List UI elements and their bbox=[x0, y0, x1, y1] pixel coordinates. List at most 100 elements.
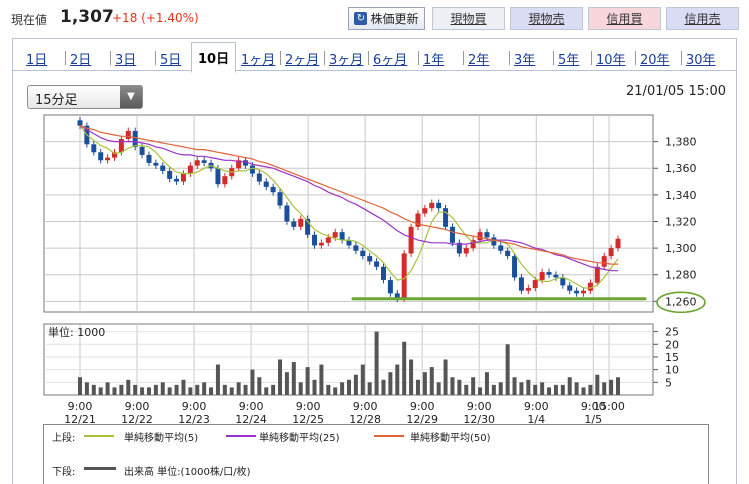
volume-bar bbox=[312, 379, 317, 395]
volume-bar bbox=[519, 382, 524, 395]
tab-7[interactable]: 3ヶ月 bbox=[329, 53, 364, 68]
candle-body bbox=[284, 205, 290, 222]
volume-bar bbox=[464, 384, 469, 395]
tab-6[interactable]: 2ヶ月 bbox=[285, 53, 320, 68]
candle-body bbox=[125, 130, 131, 139]
cash-buy-button[interactable]: 現物買 bbox=[432, 7, 505, 30]
tab-separator bbox=[65, 51, 66, 65]
volume-bar bbox=[367, 382, 372, 395]
chart-legend: 上段: 単純移動平均(5) 単純移動平均(25) 単純移動平均(50) 下段: … bbox=[43, 424, 709, 484]
volume-bar bbox=[422, 372, 427, 395]
volume-bar bbox=[609, 379, 614, 395]
tab-14[interactable]: 20年 bbox=[640, 53, 670, 68]
volume-bar bbox=[133, 384, 138, 395]
volume-bar bbox=[284, 372, 289, 395]
volume-bar bbox=[553, 384, 558, 395]
volume-bar bbox=[395, 364, 400, 395]
volume-bar bbox=[491, 384, 496, 395]
volume-y-label: 25 bbox=[665, 326, 679, 339]
volume-bar bbox=[243, 384, 248, 395]
volume-bar bbox=[381, 379, 386, 395]
legend-volume-swatch bbox=[84, 467, 116, 470]
candle-body bbox=[374, 261, 380, 267]
x-tick-date: 12/29 bbox=[406, 413, 438, 426]
tab-2[interactable]: 3日 bbox=[115, 53, 137, 68]
candle-body bbox=[339, 232, 345, 241]
volume-bar bbox=[581, 387, 586, 395]
legend-ma50: 単純移動平均(50) bbox=[410, 433, 491, 444]
price-y-label: 1,360 bbox=[665, 162, 697, 175]
volume-bar bbox=[160, 382, 165, 395]
x-tick-time: 15:00 bbox=[593, 400, 625, 413]
candle-body bbox=[318, 242, 324, 246]
tab-8[interactable]: 6ヶ月 bbox=[373, 53, 408, 68]
tab-0[interactable]: 1日 bbox=[26, 53, 48, 68]
x-tick-time: 9:00 bbox=[68, 400, 93, 413]
candle-body bbox=[153, 162, 159, 166]
volume-bar bbox=[574, 382, 579, 395]
margin-sell-button[interactable]: 信用売 bbox=[666, 7, 739, 30]
tab-separator bbox=[509, 51, 510, 65]
x-tick-time: 9:00 bbox=[182, 400, 207, 413]
volume-bar bbox=[353, 374, 358, 395]
tab-4[interactable]: 10日 bbox=[191, 42, 237, 73]
tab-13[interactable]: 10年 bbox=[596, 53, 626, 68]
tab-15[interactable]: 30年 bbox=[686, 53, 716, 68]
tab-11[interactable]: 3年 bbox=[514, 53, 536, 68]
volume-bar bbox=[505, 344, 510, 395]
candle-body bbox=[587, 282, 593, 291]
candle-body bbox=[325, 237, 331, 243]
volume-bar bbox=[181, 379, 186, 395]
tab-12[interactable]: 5年 bbox=[558, 53, 580, 68]
candle-body bbox=[77, 120, 83, 126]
cash-sell-button[interactable]: 現物売 bbox=[510, 7, 583, 30]
volume-bar bbox=[436, 382, 441, 395]
tab-5[interactable]: 1ヶ月 bbox=[241, 53, 276, 68]
x-tick-date: 1/4 bbox=[527, 413, 545, 426]
candle-body bbox=[256, 173, 262, 182]
volume-bar bbox=[388, 372, 393, 395]
candle-body bbox=[263, 181, 269, 187]
tab-9[interactable]: 1年 bbox=[423, 53, 445, 68]
volume-bar bbox=[188, 387, 193, 395]
volume-bar bbox=[360, 364, 365, 395]
volume-bar bbox=[526, 379, 531, 395]
volume-y-label: 15 bbox=[665, 351, 679, 364]
margin-buy-button[interactable]: 信用買 bbox=[588, 7, 661, 30]
volume-bar bbox=[347, 379, 351, 395]
ma-line-2 bbox=[79, 125, 618, 265]
legend-upper-label: 上段: bbox=[52, 433, 76, 444]
current-price-label: 現在値 bbox=[11, 13, 48, 27]
candle-body bbox=[436, 202, 442, 209]
tab-3[interactable]: 5日 bbox=[160, 53, 182, 68]
x-tick-date: 12/24 bbox=[235, 413, 267, 426]
tab-10[interactable]: 2年 bbox=[468, 53, 490, 68]
tab-1[interactable]: 2日 bbox=[70, 53, 92, 68]
volume-bar bbox=[415, 379, 420, 395]
volume-bar bbox=[112, 387, 117, 395]
volume-bar bbox=[195, 384, 200, 395]
candle-body bbox=[512, 256, 518, 278]
candle-body bbox=[146, 154, 152, 163]
volume-bar bbox=[588, 384, 593, 395]
volume-bar bbox=[560, 384, 565, 395]
volume-y-label: 10 bbox=[665, 364, 679, 377]
volume-bar bbox=[222, 384, 227, 395]
interval-select[interactable]: 15分足 ▼ bbox=[27, 85, 143, 109]
volume-bar bbox=[319, 364, 324, 395]
candle-body bbox=[332, 232, 338, 238]
candle-body bbox=[222, 176, 228, 185]
candle-body bbox=[422, 208, 428, 214]
volume-bar bbox=[257, 377, 262, 395]
x-tick-time: 9:00 bbox=[353, 400, 378, 413]
volume-bar bbox=[250, 369, 255, 395]
legend-ma5-swatch bbox=[84, 435, 114, 437]
tab-separator bbox=[591, 51, 592, 65]
volume-bar bbox=[305, 367, 310, 395]
volume-bar bbox=[291, 362, 296, 395]
candle-body bbox=[539, 272, 545, 281]
volume-bar bbox=[202, 382, 207, 395]
tab-separator bbox=[368, 51, 369, 65]
refresh-price-button[interactable]: ↻ 株価更新 bbox=[348, 7, 425, 30]
candle-body bbox=[180, 173, 186, 182]
